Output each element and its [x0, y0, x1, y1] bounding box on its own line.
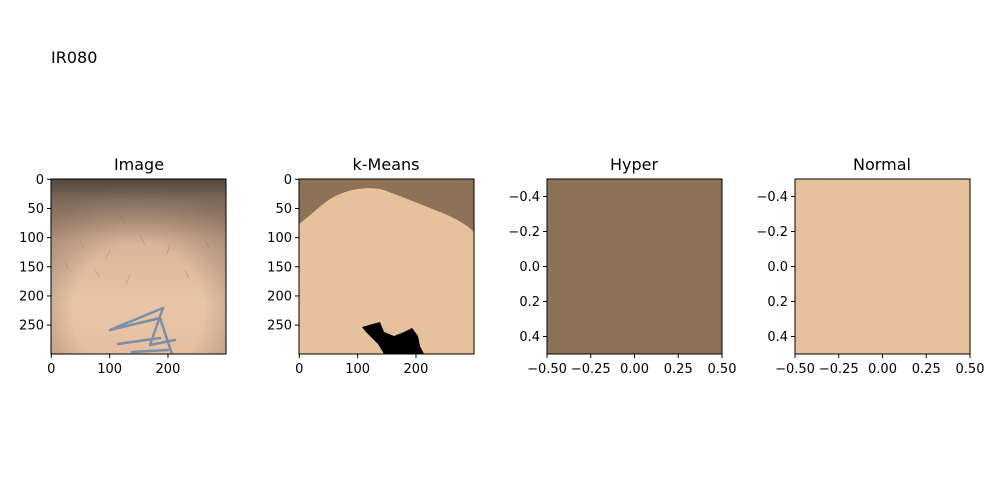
panel-title-hyper: Hyper — [609, 155, 659, 174]
x-tick-label-normal: 0.50 — [956, 362, 985, 377]
x-tick-label-normal: −0.50 — [775, 362, 815, 377]
panel-title-kmeans: k-Means — [352, 155, 420, 174]
y-tick-label-image: 250 — [19, 319, 44, 334]
kmeans-panel — [299, 179, 474, 354]
y-tick-label-kmeans: 0 — [284, 173, 292, 188]
panel-title-normal: Normal — [853, 155, 911, 174]
x-tick-label-hyper: 0.00 — [620, 362, 649, 377]
y-tick-label-hyper: 0.0 — [519, 260, 540, 275]
y-tick-label-image: 100 — [19, 231, 44, 246]
kmeans-light-cluster — [299, 188, 474, 354]
y-tick-label-kmeans: 200 — [267, 289, 292, 304]
y-tick-label-normal: −0.2 — [756, 225, 788, 240]
panel-title-image: Image — [113, 155, 165, 174]
x-tick-label-kmeans: 0 — [295, 362, 303, 377]
photo-tattoo — [108, 306, 177, 354]
x-tick-label-hyper: −0.25 — [571, 362, 611, 377]
x-tick-label-normal: 0.00 — [868, 362, 897, 377]
hyper-color-fill — [547, 179, 722, 354]
photo-panel — [51, 179, 226, 354]
x-tick-label-image: 200 — [156, 362, 181, 377]
y-tick-label-kmeans: 150 — [267, 260, 292, 275]
y-tick-label-hyper: 0.4 — [519, 330, 540, 345]
y-tick-label-hyper: −0.4 — [508, 190, 540, 205]
x-tick-label-kmeans: 200 — [404, 362, 429, 377]
x-tick-label-image: 0 — [47, 362, 55, 377]
x-tick-label-kmeans: 100 — [345, 362, 370, 377]
y-tick-label-hyper: −0.2 — [508, 225, 540, 240]
x-tick-label-hyper: 0.25 — [664, 362, 693, 377]
normal-color-fill — [795, 179, 970, 354]
y-tick-label-image: 150 — [19, 260, 44, 275]
tick-layer: 0 100 200 0 50 100 150 200 250 0 100 200 0 50 100 150 20… — [19, 173, 984, 377]
y-tick-label-hyper: 0.2 — [519, 295, 540, 310]
x-tick-label-image: 100 — [97, 362, 122, 377]
y-tick-label-kmeans: 50 — [275, 202, 292, 217]
photo-vignette — [51, 179, 226, 354]
x-tick-label-normal: 0.25 — [912, 362, 941, 377]
kmeans-black-cluster — [362, 322, 424, 354]
x-tick-label-hyper: 0.50 — [708, 362, 737, 377]
y-tick-label-image: 200 — [19, 289, 44, 304]
x-tick-label-normal: −0.25 — [819, 362, 859, 377]
y-tick-label-kmeans: 250 — [267, 319, 292, 334]
y-tick-label-image: 0 — [36, 173, 44, 188]
x-tick-label-hyper: −0.50 — [527, 362, 567, 377]
y-tick-label-normal: −0.4 — [756, 190, 788, 205]
photo-hair — [64, 199, 210, 285]
y-tick-label-normal: 0.2 — [767, 295, 788, 310]
y-tick-label-image: 50 — [27, 202, 44, 217]
y-tick-label-normal: 0.4 — [767, 330, 788, 345]
figure-title: IR080 — [51, 48, 98, 67]
y-tick-label-normal: 0.0 — [767, 260, 788, 275]
y-tick-label-kmeans: 100 — [267, 231, 292, 246]
